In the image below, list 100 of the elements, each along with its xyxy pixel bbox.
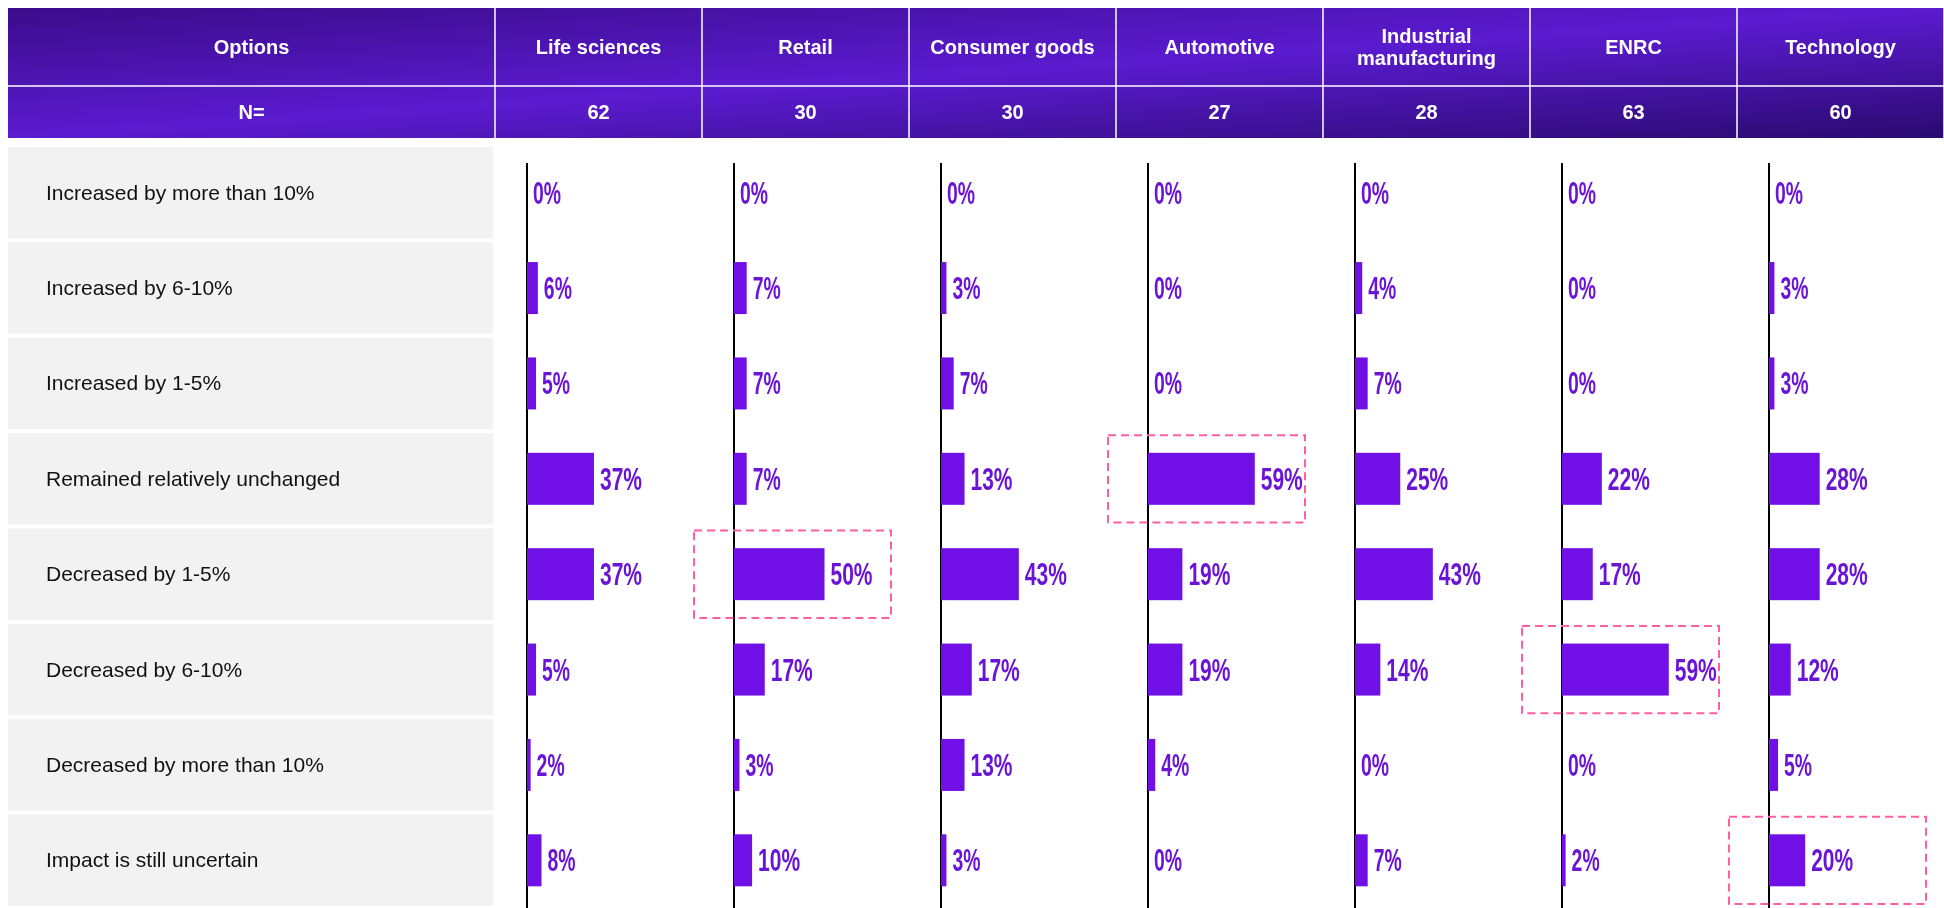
chart-subtitle: 62	[587, 101, 610, 123]
bar	[527, 548, 594, 601]
data-label: 8%	[547, 843, 593, 879]
bar	[1769, 834, 1806, 887]
bar	[1562, 643, 1669, 696]
data-label: 0%	[1775, 175, 1820, 211]
data-label: 19%	[1188, 652, 1251, 688]
data-label: 7%	[1373, 843, 1419, 879]
bar	[1769, 357, 1775, 410]
bar	[1355, 357, 1368, 410]
data-label: 0%	[1154, 175, 1199, 211]
data-label: 0%	[1568, 175, 1613, 211]
data-label: 28%	[1825, 557, 1888, 593]
data-label: 37%	[599, 557, 663, 593]
data-label: 43%	[1438, 557, 1501, 593]
bar	[734, 643, 765, 696]
data-label: 13%	[970, 461, 1033, 497]
data-label: 3%	[1780, 271, 1826, 307]
bar	[1562, 452, 1602, 505]
bar	[734, 834, 753, 887]
data-label: 14%	[1386, 652, 1449, 688]
bar	[1769, 738, 1779, 791]
chart-subtitle: 60	[1829, 101, 1852, 123]
data-label: 3%	[952, 271, 998, 307]
bar	[734, 452, 747, 505]
bar	[941, 262, 947, 315]
bar	[527, 262, 538, 315]
bar	[527, 738, 531, 791]
data-label: 12%	[1796, 652, 1859, 688]
bar	[1355, 262, 1363, 315]
data-label: 25%	[1406, 461, 1469, 497]
chart-title: Life sciences	[535, 36, 662, 58]
data-label: 7%	[752, 461, 798, 497]
data-label: 0%	[740, 175, 785, 211]
bar	[941, 452, 965, 505]
data-label: 13%	[970, 747, 1033, 783]
data-label: 43%	[1024, 557, 1087, 593]
data-label: 2%	[1571, 843, 1617, 879]
chart-title: Retail	[778, 36, 833, 58]
chart-title: ENRC	[1605, 36, 1662, 58]
data-label: 4%	[1368, 271, 1414, 307]
data-label: 37%	[599, 461, 663, 497]
data-label: 17%	[977, 652, 1040, 688]
data-label: 5%	[542, 652, 587, 688]
y-tick-label: Increased by more than 10%	[46, 180, 315, 204]
bar	[1355, 834, 1368, 887]
bar	[1769, 452, 1820, 505]
y-tick-label: Increased by 6-10%	[46, 276, 233, 300]
bar	[941, 548, 1019, 601]
y-tick-label: Impact is still uncertain	[46, 848, 259, 872]
y-tick-label: Decreased by 6-10%	[46, 657, 243, 681]
data-label: 50%	[830, 557, 893, 593]
data-label: 2%	[536, 747, 582, 783]
data-label: 4%	[1161, 747, 1207, 783]
chart-subtitle: 30	[794, 101, 817, 123]
data-label: 10%	[758, 843, 821, 879]
data-label: 3%	[1780, 366, 1826, 402]
chart-subtitle: 28	[1415, 101, 1438, 123]
chart-title: Industrial manufacturing	[1357, 25, 1496, 69]
bar	[941, 643, 972, 696]
bar	[941, 834, 947, 887]
bar	[1355, 643, 1381, 696]
bar	[734, 548, 825, 601]
data-label: 59%	[1260, 461, 1323, 497]
data-label: 5%	[1784, 747, 1829, 783]
data-label: 7%	[1373, 366, 1419, 402]
bar	[527, 834, 542, 887]
data-label: 0%	[1568, 747, 1613, 783]
data-label: 0%	[1154, 843, 1199, 879]
bar	[1355, 452, 1401, 505]
data-label: 17%	[1598, 557, 1661, 593]
data-label: 3%	[745, 747, 791, 783]
data-label: 0%	[1568, 366, 1613, 402]
bar	[734, 738, 740, 791]
bar	[1562, 834, 1566, 887]
data-label: 28%	[1825, 461, 1888, 497]
bar	[527, 357, 537, 410]
data-label: 3%	[952, 843, 998, 879]
bar	[734, 357, 747, 410]
chart-title: Technology	[1785, 36, 1897, 58]
data-label: 7%	[959, 366, 1005, 402]
y-tick-label: Remained relatively unchanged	[46, 466, 341, 490]
data-label: 7%	[752, 271, 798, 307]
chart-subtitle: 63	[1622, 101, 1645, 123]
data-label: 0%	[1361, 747, 1406, 783]
text: Options	[213, 36, 290, 58]
bar	[1769, 643, 1791, 696]
data-label: 0%	[947, 175, 992, 211]
bar	[527, 452, 594, 505]
bar	[734, 262, 747, 315]
bar	[527, 643, 537, 696]
bar	[1769, 262, 1775, 315]
bar	[1769, 548, 1820, 601]
data-label: 0%	[1154, 366, 1199, 402]
data-label: 20%	[1811, 843, 1874, 879]
chart-subtitle: 27	[1208, 101, 1231, 123]
data-label: 0%	[1154, 271, 1199, 307]
bar	[1562, 548, 1593, 601]
data-label: 17%	[770, 652, 833, 688]
data-label: 59%	[1674, 652, 1737, 688]
